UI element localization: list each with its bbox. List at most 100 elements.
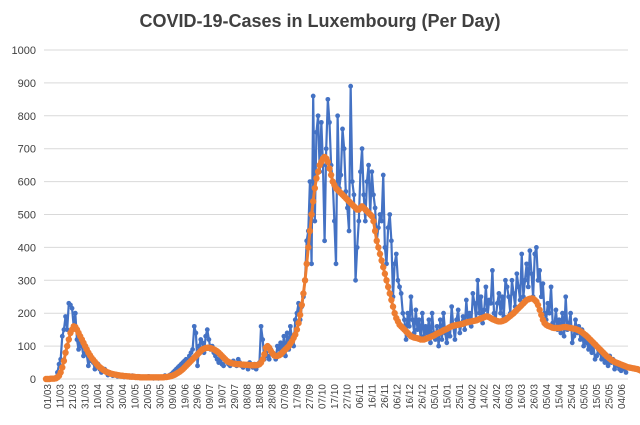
data-point-daily <box>322 238 327 244</box>
data-point-daily <box>483 284 489 290</box>
data-point-average <box>378 257 385 264</box>
data-point-daily <box>449 304 455 310</box>
data-point-average <box>308 211 315 218</box>
series-average <box>42 153 640 383</box>
y-tick-label: 100 <box>18 341 36 353</box>
x-tick-label: 01/03 <box>43 384 54 409</box>
x-tick-label: 26/11 <box>380 384 391 409</box>
data-point-daily <box>467 310 472 316</box>
data-point-average <box>261 351 268 358</box>
data-point-daily <box>348 83 354 89</box>
x-tick-label: 19/06 <box>180 384 191 409</box>
x-tick-label: 07/10 <box>318 384 329 409</box>
x-tick-label: 25/04 <box>567 384 578 409</box>
data-point-average <box>313 175 320 182</box>
x-tick-label: 09/07 <box>205 384 216 409</box>
x-tick-label: 24/02 <box>492 384 503 409</box>
data-point-daily <box>556 317 562 323</box>
data-point-daily <box>278 340 284 346</box>
x-tick-label: 31/03 <box>80 384 91 409</box>
y-tick-label: 500 <box>18 210 36 222</box>
data-point-daily <box>436 343 442 349</box>
data-point-daily <box>514 271 520 277</box>
x-tick-label: 20/04 <box>105 384 116 409</box>
y-tick-label: 1000 <box>12 45 36 57</box>
data-point-daily <box>356 218 362 224</box>
data-point-daily <box>524 261 530 267</box>
data-point-daily <box>504 284 510 290</box>
data-point-daily <box>428 340 433 346</box>
data-point-daily <box>382 245 388 250</box>
data-point-daily <box>349 179 355 185</box>
data-point-daily <box>362 218 368 224</box>
data-point-daily <box>563 294 569 300</box>
data-point-daily <box>406 323 412 329</box>
data-point-average <box>381 270 389 277</box>
y-tick-label: 200 <box>18 308 36 320</box>
data-point-daily <box>398 291 404 296</box>
data-point-daily <box>85 363 91 369</box>
data-point-average <box>65 336 73 343</box>
data-point-daily <box>190 346 196 352</box>
data-point-daily <box>415 327 420 333</box>
y-tick-label: 900 <box>18 78 36 90</box>
data-point-daily <box>535 277 541 283</box>
data-point-daily <box>69 305 75 311</box>
data-point-average <box>303 260 310 268</box>
x-tick-label: 28/08 <box>268 384 279 409</box>
x-tick-label: 06/03 <box>505 384 516 409</box>
data-point-daily <box>623 370 629 375</box>
data-point-daily <box>488 300 494 306</box>
x-tick-label: 15/05 <box>592 384 603 409</box>
data-point-average <box>296 311 304 319</box>
x-tick-label: 15/04 <box>555 384 566 409</box>
data-point-daily <box>561 333 567 339</box>
data-point-daily <box>353 277 358 283</box>
data-point-average <box>292 331 299 338</box>
data-point-daily <box>366 162 371 168</box>
x-tick-label: 17/09 <box>293 384 304 409</box>
y-tick-label: 800 <box>18 111 36 123</box>
x-tick-label: 10/05 <box>130 384 141 409</box>
data-point-daily <box>369 169 375 175</box>
data-point-daily <box>533 245 539 250</box>
data-point-daily <box>538 294 544 300</box>
data-point-daily <box>540 281 546 286</box>
data-point-daily <box>193 330 199 336</box>
x-tick-label: 16/03 <box>517 384 528 409</box>
data-point-average <box>59 364 66 371</box>
data-point-daily <box>408 294 414 300</box>
data-point-daily <box>468 323 474 329</box>
x-tick-label: 29/07 <box>230 384 241 409</box>
data-point-daily <box>372 205 378 211</box>
data-point-daily <box>573 317 578 323</box>
data-point-average <box>259 356 266 363</box>
data-point-average <box>326 165 333 172</box>
data-point-daily <box>498 310 503 316</box>
data-point-daily <box>454 317 459 323</box>
data-point-daily <box>281 333 287 339</box>
data-point-daily <box>195 363 200 369</box>
data-point-daily <box>345 205 350 211</box>
x-tick-label: 04/06 <box>617 384 628 409</box>
data-point-daily <box>312 218 318 224</box>
data-point-average <box>309 198 317 205</box>
data-point-daily <box>416 317 422 323</box>
data-point-average <box>370 217 377 225</box>
y-tick-label: 600 <box>18 177 36 189</box>
data-point-daily <box>553 307 559 313</box>
x-tick-label: 27/09 <box>305 384 316 409</box>
data-point-average <box>386 290 393 297</box>
data-point-average <box>62 349 69 356</box>
data-point-daily <box>519 251 525 257</box>
data-point-daily <box>547 310 552 316</box>
data-point-daily <box>400 310 406 316</box>
x-tick-label: 06/11 <box>355 384 366 409</box>
data-point-average <box>63 342 71 350</box>
data-point-daily <box>331 218 337 224</box>
data-point-daily <box>481 307 487 313</box>
x-tick-label: 26/03 <box>530 384 541 409</box>
data-point-daily <box>204 327 210 333</box>
data-point-daily <box>503 277 508 283</box>
data-point-daily <box>323 146 329 152</box>
